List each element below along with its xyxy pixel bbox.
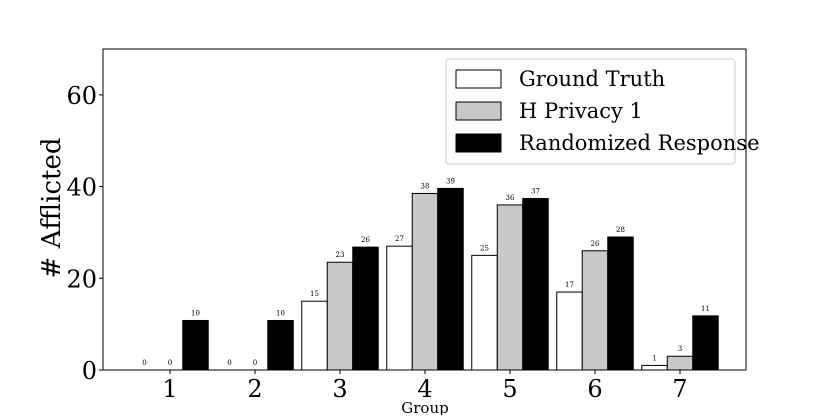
data-label: 27 bbox=[395, 235, 404, 243]
data-label: 0 bbox=[142, 359, 146, 367]
data-label: 23 bbox=[336, 251, 345, 259]
bar-ground-truth-group-4 bbox=[386, 245, 413, 371]
legend-label: H Privacy 1 bbox=[519, 99, 643, 123]
legend-box bbox=[445, 58, 736, 165]
data-label: 3 bbox=[678, 345, 682, 353]
legend-swatch bbox=[455, 101, 502, 121]
data-label: 0 bbox=[168, 359, 172, 367]
data-label: 38 bbox=[421, 182, 430, 190]
bar-h-privacy-1-group-7 bbox=[666, 355, 694, 371]
y-axis-label: # Afflicted bbox=[37, 138, 67, 279]
y-axis-ticks: 0 20 40 60 bbox=[66, 82, 103, 385]
data-label: 28 bbox=[616, 226, 625, 234]
x-axis-ticks: 1 2 3 4 5 6 7 bbox=[162, 370, 688, 403]
x-tick-label: 7 bbox=[672, 375, 687, 403]
data-label: 36 bbox=[506, 194, 515, 202]
legend-swatch bbox=[455, 133, 502, 153]
data-label: 37 bbox=[531, 187, 540, 195]
x-tick-label: 4 bbox=[417, 375, 432, 403]
x-tick-label: 2 bbox=[247, 375, 262, 403]
y-tick-label: 60 bbox=[66, 82, 97, 110]
data-label: 26 bbox=[361, 236, 370, 244]
y-tick-label: 0 bbox=[82, 357, 97, 385]
data-label: 0 bbox=[253, 359, 257, 367]
x-tick-label: 5 bbox=[502, 375, 517, 403]
bar-ground-truth-group-7 bbox=[641, 364, 668, 371]
data-label: 17 bbox=[565, 281, 574, 289]
data-label: 10 bbox=[276, 309, 285, 317]
legend-swatch bbox=[455, 69, 502, 89]
bar-randomized-response-group-3 bbox=[352, 246, 379, 371]
legend-label: Ground Truth bbox=[519, 67, 665, 91]
bar-ground-truth-group-6 bbox=[556, 291, 583, 371]
y-tick-label: 40 bbox=[66, 174, 97, 202]
x-axis-label: Group bbox=[401, 399, 448, 415]
bar-randomized-response-group-5 bbox=[522, 197, 549, 371]
bar-ground-truth-group-3 bbox=[301, 300, 328, 371]
bar-ground-truth-group-5 bbox=[471, 254, 498, 371]
x-tick-label: 6 bbox=[587, 375, 602, 403]
x-tick-label: 3 bbox=[332, 375, 347, 403]
bar-randomized-response-group-1 bbox=[182, 319, 209, 371]
data-label: 15 bbox=[310, 290, 319, 298]
data-labels-layer: 0 0 10 0 0 10 15 23 26 27 38 39 25 36 37 17 26 28 1 3 11 bbox=[142, 177, 710, 367]
bar-h-privacy-1-group-6 bbox=[581, 250, 609, 371]
x-tick-label: 1 bbox=[162, 375, 177, 403]
data-label: 1 bbox=[652, 354, 656, 362]
bar-randomized-response-group-6 bbox=[607, 236, 634, 371]
data-label: 11 bbox=[701, 305, 710, 313]
data-label: 0 bbox=[227, 359, 231, 367]
legend-label: Randomized Response bbox=[519, 131, 760, 155]
bar-randomized-response-group-2 bbox=[267, 319, 294, 371]
bar-h-privacy-1-group-5 bbox=[496, 204, 524, 371]
bar-randomized-response-group-7 bbox=[692, 315, 719, 371]
bar-randomized-response-group-4 bbox=[437, 187, 464, 371]
data-label: 10 bbox=[191, 309, 200, 317]
bar-h-privacy-1-group-4 bbox=[411, 192, 439, 371]
legend: Ground Truth H Privacy 1 Randomized Respon… bbox=[445, 58, 760, 165]
data-label: 26 bbox=[591, 240, 600, 248]
y-tick-label: 20 bbox=[66, 265, 97, 293]
data-label: 25 bbox=[480, 244, 489, 252]
bars-layer bbox=[182, 187, 719, 371]
data-label: 39 bbox=[446, 177, 455, 185]
bar-h-privacy-1-group-3 bbox=[326, 261, 354, 371]
